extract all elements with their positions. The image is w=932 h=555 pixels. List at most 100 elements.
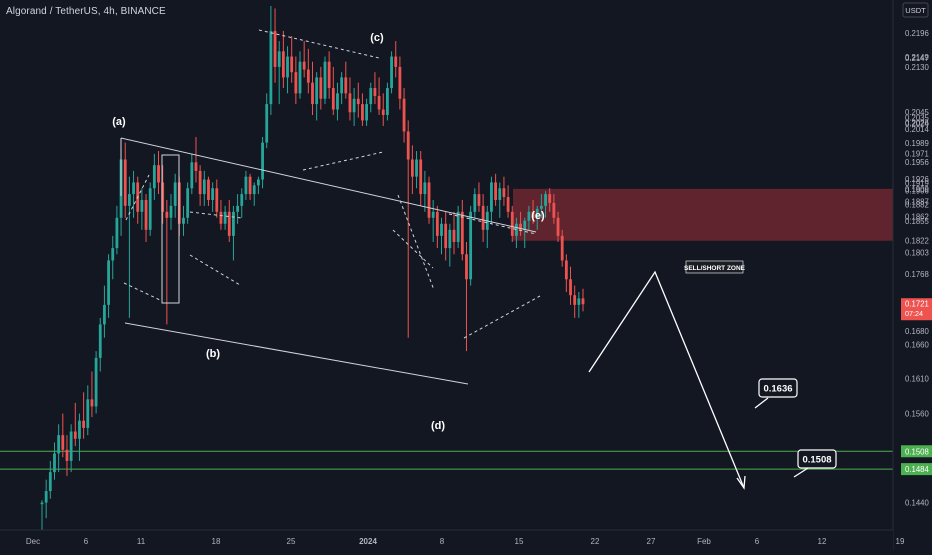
candle: [173, 173, 177, 218]
candle-body: [123, 159, 127, 206]
candle-body: [107, 260, 110, 305]
candle: [352, 88, 356, 126]
candle-body: [552, 202, 556, 218]
candle-body: [57, 435, 61, 454]
candle-body: [323, 61, 327, 99]
candle: [477, 182, 481, 212]
target-callout-label: 0.1508: [802, 455, 831, 466]
candle: [144, 194, 148, 242]
candle-body: [78, 420, 81, 439]
time-axis: Dec 6 11 18 25 2024 8 15 22 27 Feb 6 12 19: [0, 529, 905, 550]
candle: [577, 291, 581, 318]
wave-label: (b): [206, 348, 220, 360]
wave-label: (a): [112, 116, 126, 128]
candle-body: [302, 61, 306, 70]
candle: [456, 205, 460, 249]
candle-body: [410, 159, 414, 177]
candle-body: [344, 77, 348, 94]
candle-body: [252, 185, 256, 195]
candle: [123, 142, 127, 218]
candle-body: [69, 431, 73, 461]
candle-body: [144, 199, 148, 230]
candle: [111, 235, 115, 280]
price-tick-label: 0.1822: [905, 237, 929, 246]
candle: [78, 413, 81, 461]
candle-body: [273, 30, 277, 67]
candle: [336, 82, 339, 121]
candle: [315, 72, 319, 121]
candle: [365, 98, 368, 126]
candle-body: [515, 223, 518, 236]
candle-body: [523, 220, 527, 230]
candle-body: [564, 260, 568, 280]
candle: [356, 82, 360, 118]
candle: [560, 229, 564, 267]
price-tick-label: 0.2130: [905, 63, 930, 72]
candle-body: [40, 502, 44, 505]
candle: [465, 241, 468, 352]
price-tick-label: 0.1610: [905, 374, 930, 383]
candle: [306, 48, 310, 94]
candle-body: [465, 254, 468, 280]
support-price-value: 0.1508: [905, 447, 929, 456]
candle-body: [202, 179, 206, 195]
candle: [294, 56, 298, 105]
currency-label: USDT: [905, 6, 926, 15]
candle: [169, 194, 173, 230]
candle-body: [219, 211, 223, 224]
currency-box: [902, 2, 929, 18]
candle-body: [519, 223, 522, 230]
price-tick-label: 0.1971: [905, 149, 929, 158]
candle-body: [365, 104, 368, 121]
candle-body: [423, 182, 427, 195]
candle: [286, 46, 289, 94]
candle: [273, 8, 277, 83]
candle-body: [306, 69, 310, 83]
wave-box: [161, 154, 180, 304]
candle: [527, 205, 531, 230]
candle: [65, 435, 69, 476]
time-tick-label: 11: [137, 537, 146, 546]
candle-body: [386, 88, 389, 115]
symbol-title: Algorand / TetherUS, 4h, BINANCE: [6, 6, 166, 17]
candle: [298, 51, 302, 99]
candle: [86, 385, 90, 436]
candle-body: [573, 295, 577, 305]
candle: [323, 56, 327, 105]
candle-body: [444, 223, 448, 249]
candle-body: [477, 194, 481, 206]
candle: [281, 30, 285, 89]
candle: [531, 199, 535, 224]
price-tick-label: 0.2014: [905, 125, 930, 134]
candle-body: [127, 194, 131, 206]
price-tick-label: 0.1440: [905, 499, 930, 508]
candle: [165, 199, 169, 325]
sell-short-zone: [513, 188, 893, 241]
projection-zigzag: [588, 270, 745, 489]
candle-body: [539, 205, 543, 209]
price-tick-label: 0.1660: [905, 340, 930, 349]
candle: [269, 5, 273, 115]
candle-body: [406, 131, 410, 160]
candle: [103, 285, 106, 338]
candle: [152, 153, 156, 200]
candle-body: [161, 182, 165, 212]
candle-body: [165, 211, 169, 218]
candle: [369, 82, 373, 113]
candle: [198, 165, 202, 206]
candle-body: [61, 435, 65, 450]
candle: [431, 199, 435, 242]
candle-body: [577, 298, 581, 305]
target-callout-box: [797, 449, 837, 469]
candle: [535, 205, 539, 230]
candle-body: [377, 96, 381, 110]
candle: [240, 188, 244, 218]
candle-body: [227, 211, 231, 236]
candle: [344, 61, 348, 99]
candle: [140, 188, 144, 230]
wave-label: (c): [370, 32, 384, 44]
candle-body: [319, 77, 323, 99]
